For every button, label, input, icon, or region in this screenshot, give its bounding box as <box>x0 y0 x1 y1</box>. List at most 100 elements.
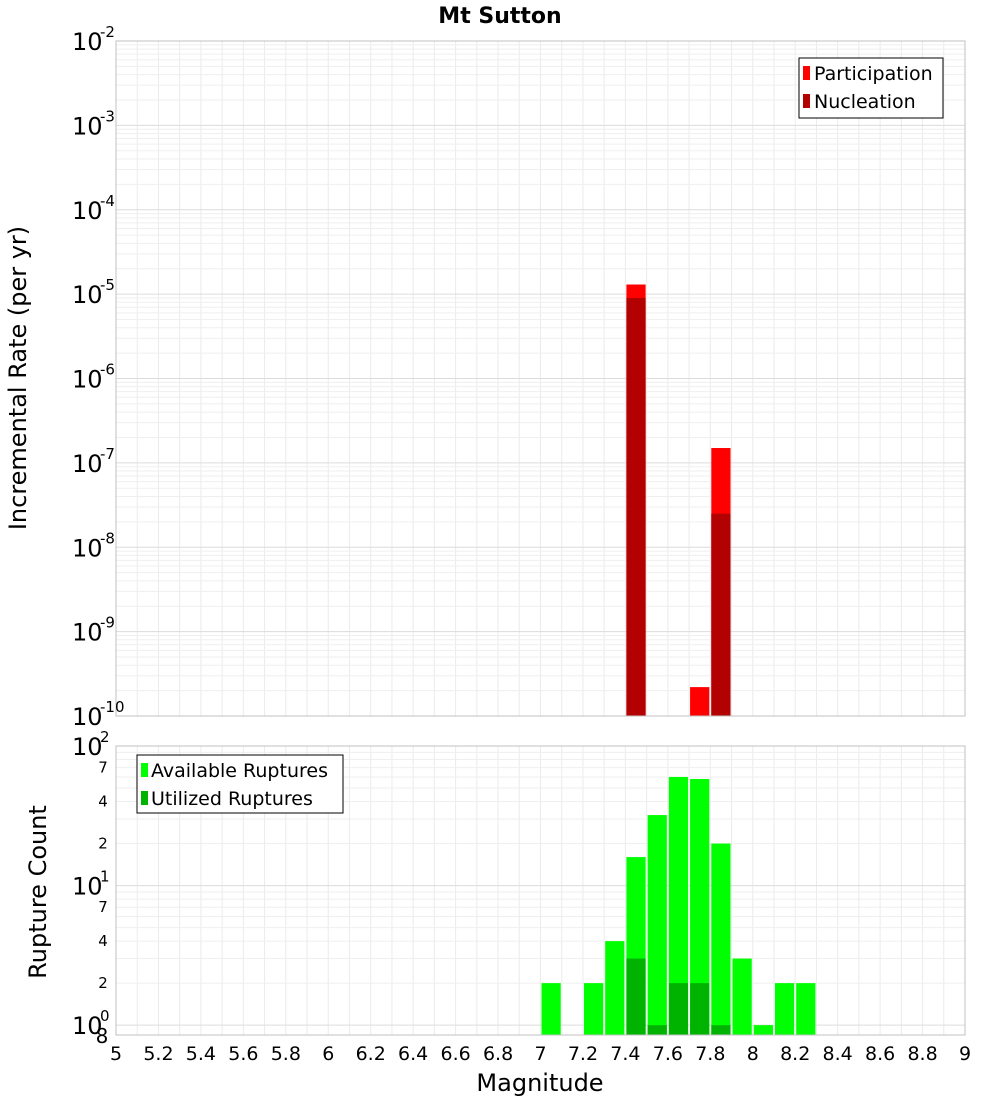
y-tick-label: 10-9 <box>72 614 115 647</box>
y-tick-exponent: -9 <box>100 614 115 632</box>
y-minor-tick-label: 8 <box>96 1024 109 1048</box>
top-bars <box>626 284 731 716</box>
y-tick-exponent: -4 <box>100 192 115 210</box>
available-ruptures-bar <box>605 941 625 1035</box>
x-tick-label: 6.4 <box>398 1043 428 1065</box>
y-tick-base: 10 <box>72 112 103 140</box>
available-ruptures-bar <box>774 983 795 1035</box>
y-tick-exponent: -8 <box>100 529 115 547</box>
chart-title: Mt Sutton <box>438 4 561 29</box>
x-tick-label: 7.8 <box>695 1043 725 1065</box>
y-tick-label: 10-2 <box>72 23 115 56</box>
x-tick-label: 5 <box>110 1043 122 1065</box>
y-minor-tick-label: 2 <box>98 974 108 992</box>
y-tick-label: 10-5 <box>72 276 115 309</box>
y-tick-exponent: 0 <box>100 1007 110 1025</box>
legend-swatch <box>803 66 810 80</box>
participation-bar <box>690 687 710 716</box>
y-tick-exponent: -3 <box>100 107 115 125</box>
nucleation-bar <box>711 513 731 716</box>
legend-label: Available Ruptures <box>151 760 328 782</box>
y-tick-base: 10 <box>72 534 103 562</box>
y-tick-base: 10 <box>72 1012 103 1040</box>
y-minor-tick-label: 4 <box>98 793 108 811</box>
x-tick-label: 5.6 <box>228 1043 258 1065</box>
utilized-ruptures-bar <box>668 983 689 1035</box>
y-tick-base: 10 <box>72 450 103 478</box>
x-tick-label: 8.6 <box>865 1043 895 1065</box>
x-tick-label: 6.8 <box>483 1043 513 1065</box>
legend-label: Participation <box>814 63 933 85</box>
available-ruptures-bar <box>541 983 561 1035</box>
y-tick-base: 10 <box>72 366 103 394</box>
x-tick-label: 9 <box>959 1043 971 1065</box>
x-tick-label: 6 <box>322 1043 334 1065</box>
bottom-y-axis-label: Rupture Count <box>24 805 52 979</box>
utilized-ruptures-bar <box>647 1025 667 1035</box>
y-tick-exponent: -2 <box>100 23 115 41</box>
available-ruptures-bar <box>796 983 816 1035</box>
x-tick-label: 8.4 <box>823 1043 853 1065</box>
available-ruptures-bar <box>753 1025 773 1035</box>
x-tick-label: 7.6 <box>653 1043 683 1065</box>
top-y-axis-label: Incremental Rate (per yr) <box>4 226 32 530</box>
x-tick-label: 5.2 <box>143 1043 173 1065</box>
legend-box <box>798 57 944 119</box>
x-tick-label: 6.2 <box>356 1043 386 1065</box>
y-minor-tick-label: 7 <box>98 898 108 916</box>
y-tick-label: 10-7 <box>72 445 115 478</box>
x-axis-label: Magnitude <box>476 1069 603 1097</box>
x-ticks: 5 5.2 5.4 5.6 5.8 6 6.2 6.4 6.6 6.8 7 7.2 7.4 7.6 7.8 8… <box>110 1043 971 1065</box>
legend-box <box>136 754 344 814</box>
y-tick-label: 10-3 <box>72 107 115 140</box>
bottom-legend: Available Ruptures Utilized Ruptures <box>136 754 344 814</box>
y-tick-base: 10 <box>72 619 103 647</box>
available-ruptures-bar <box>732 958 752 1035</box>
x-tick-label: 7.4 <box>610 1043 640 1065</box>
x-tick-label: 5.4 <box>186 1043 216 1065</box>
top-legend: Participation Nucleation <box>798 57 944 119</box>
y-tick-base: 10 <box>72 873 103 901</box>
top-grid <box>115 41 966 717</box>
y-tick-base: 10 <box>72 733 103 761</box>
legend-label: Nucleation <box>814 91 916 113</box>
x-tick-label: 8.8 <box>907 1043 937 1065</box>
legend-swatch <box>803 94 810 108</box>
x-tick-label: 6.6 <box>440 1043 470 1065</box>
y-tick-label: 101 <box>72 868 110 901</box>
legend-swatch <box>141 791 148 805</box>
y-tick-exponent: 2 <box>100 728 110 746</box>
y-tick-base: 10 <box>72 281 103 309</box>
y-tick-label: 10-4 <box>72 192 115 225</box>
legend-swatch <box>141 763 148 777</box>
y-minor-tick-label: 4 <box>98 932 108 950</box>
y-tick-label: 100 <box>72 1007 110 1040</box>
bottom-bars <box>541 776 816 1035</box>
y-tick-exponent: -7 <box>100 445 115 463</box>
y-tick-exponent: -10 <box>100 698 125 716</box>
y-tick-label: 10-8 <box>72 529 115 562</box>
available-ruptures-bar <box>711 843 731 1035</box>
y-tick-label: 102 <box>72 728 110 761</box>
y-tick-exponent: 1 <box>100 868 110 886</box>
y-tick-label: 10-10 <box>72 698 125 731</box>
y-tick-exponent: -5 <box>100 276 115 294</box>
available-ruptures-bar <box>668 776 689 1035</box>
nucleation-bar <box>626 297 646 716</box>
available-ruptures-bar <box>583 983 604 1035</box>
x-tick-label: 8.2 <box>780 1043 810 1065</box>
y-minor-tick-label: 7 <box>98 759 108 777</box>
y-tick-label: 10-6 <box>72 361 115 394</box>
y-tick-exponent: -6 <box>100 361 115 379</box>
x-tick-label: 7.2 <box>568 1043 598 1065</box>
available-ruptures-bar <box>690 779 710 1035</box>
y-minor-tick-label: 2 <box>98 835 108 853</box>
x-tick-label: 8 <box>747 1043 759 1065</box>
utilized-ruptures-bar <box>711 1025 731 1035</box>
y-tick-base: 10 <box>72 28 103 56</box>
